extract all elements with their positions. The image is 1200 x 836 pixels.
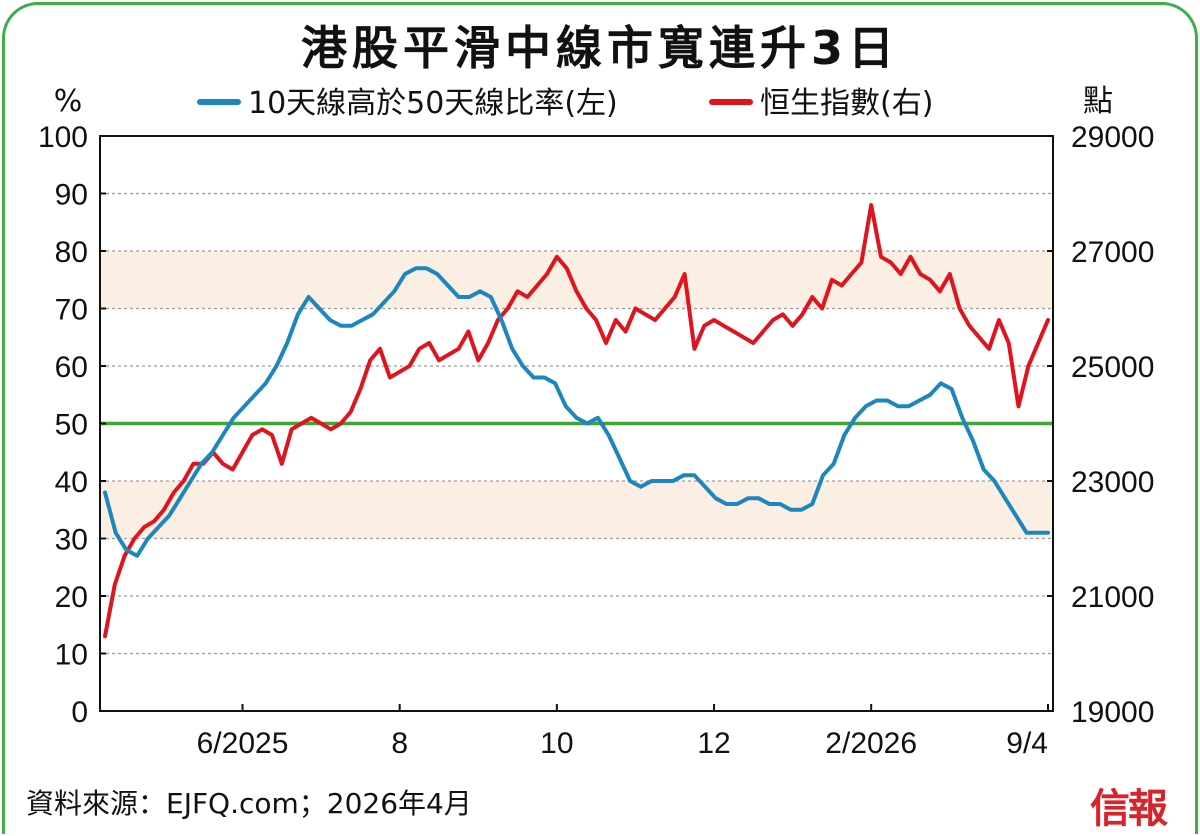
- right-unit-label: 點: [1083, 84, 1113, 119]
- axes-layer: [99, 135, 1054, 712]
- tick-labels-layer: 6/2025 8 10 12 2/2026 9/4 0 10 20 30 40 50 60 70 80 90 1…: [38, 84, 1155, 760]
- x-tick-label: 8: [391, 727, 408, 760]
- grid-layer: [100, 192, 1053, 655]
- left-unit-label: %: [54, 84, 83, 119]
- band-0: [100, 251, 1053, 309]
- x-tick-label: 6/2025: [197, 727, 289, 760]
- band-1: [100, 481, 1053, 539]
- left-tick-label: 90: [55, 179, 88, 212]
- right-tick-label: 25000: [1071, 351, 1154, 384]
- x-tick-label: 9/4: [1006, 727, 1048, 760]
- legend-hsi-label: 恒生指數(右): [760, 86, 933, 121]
- publisher-logo: 信報: [1090, 785, 1168, 832]
- legend-breadth-label: 10天線高於50天線比率(左): [248, 86, 618, 121]
- hsi-series-line: [103, 203, 1050, 639]
- left-tick-label: 40: [55, 466, 88, 499]
- left-tick-label: 100: [38, 121, 88, 154]
- left-tick-label: 30: [55, 524, 88, 557]
- right-tick-label: 29000: [1071, 121, 1154, 154]
- x-tick-label: 10: [540, 727, 573, 760]
- left-tick-label: 50: [55, 409, 88, 442]
- right-tick-label: 19000: [1071, 696, 1154, 729]
- left-tick-label: 80: [55, 236, 88, 269]
- left-tick-label: 20: [55, 581, 88, 614]
- right-tick-label: 21000: [1071, 581, 1154, 614]
- left-tick-label: 10: [55, 639, 88, 672]
- left-tick-label: 0: [71, 696, 88, 729]
- legend: 10天線高於50天線比率(左) 恒生指數(右): [197, 86, 933, 121]
- left-tick-label: 70: [55, 294, 88, 327]
- x-tick-label: 2/2026: [825, 727, 917, 760]
- bands-layer: [100, 251, 1053, 539]
- right-tick-label: 23000: [1071, 466, 1154, 499]
- left-tick-label: 60: [55, 351, 88, 384]
- chart-title: 港股平滑中線市寬連升3日: [300, 21, 899, 75]
- right-tick-label: 27000: [1071, 236, 1154, 269]
- breadth-series-line: [103, 266, 1050, 558]
- x-tick-label: 12: [697, 727, 730, 760]
- series-layer: [103, 203, 1050, 639]
- source-note: 資料來源：EJFQ.com；2026年4月: [26, 787, 472, 820]
